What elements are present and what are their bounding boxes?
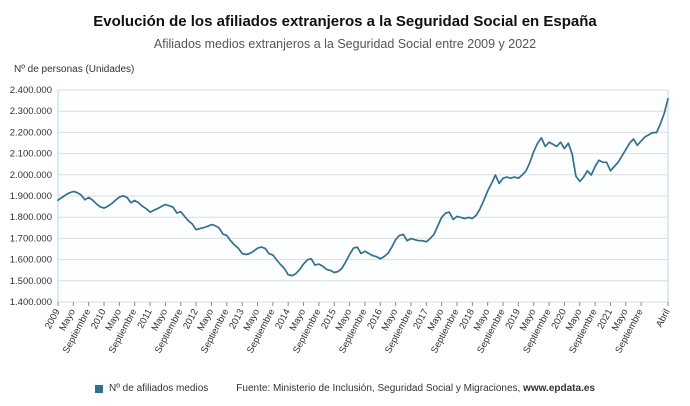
- svg-text:1.900.000: 1.900.000: [10, 191, 52, 202]
- chart-title: Evolución de los afiliados extranjeros a…: [93, 13, 597, 30]
- svg-text:1.500.000: 1.500.000: [10, 276, 52, 287]
- x-axis-labels: 2009MayoSeptiembre2010MayoSeptiembre2011…: [43, 307, 673, 355]
- chart-footer: Nº de afiliados medios Fuente: Ministeri…: [0, 383, 690, 394]
- svg-text:1.400.000: 1.400.000: [10, 297, 52, 308]
- svg-text:2.000.000: 2.000.000: [10, 170, 52, 181]
- legend-swatch-icon: [95, 384, 104, 393]
- legend-label: Nº de afiliados medios: [109, 383, 209, 394]
- line-chart-canvas: 1.400.000 1.500.000 1.600.000 1.700.000 1.80…: [10, 85, 673, 355]
- y-axis-unit-label: Nº de personas (Unidades): [14, 64, 135, 75]
- svg-text:1.600.000: 1.600.000: [10, 255, 52, 266]
- svg-text:2.200.000: 2.200.000: [10, 127, 52, 138]
- svg-text:2.300.000: 2.300.000: [10, 106, 52, 117]
- source-text: Fuente: Ministerio de Inclusión, Segurid…: [236, 383, 595, 394]
- y-axis-labels: 1.400.000 1.500.000 1.600.000 1.700.000 1.80…: [10, 85, 52, 308]
- legend: Nº de afiliados medios: [95, 383, 208, 394]
- chart-subtitle: Afiliados medios extranjeros a la Seguri…: [153, 37, 537, 51]
- source-prefix: Fuente: Ministerio de Inclusión, Segurid…: [236, 383, 524, 394]
- svg-text:Abril: Abril: [654, 307, 673, 329]
- svg-text:1.700.000: 1.700.000: [10, 233, 52, 244]
- series-line: [57, 97, 669, 277]
- svg-text:2.400.000: 2.400.000: [10, 85, 52, 96]
- source-site: www.epdata.es: [523, 383, 595, 394]
- gridlines: [58, 89, 668, 303]
- svg-text:2.100.000: 2.100.000: [10, 149, 52, 160]
- x-axis-ticks: [57, 302, 669, 306]
- svg-text:1.800.000: 1.800.000: [10, 212, 52, 223]
